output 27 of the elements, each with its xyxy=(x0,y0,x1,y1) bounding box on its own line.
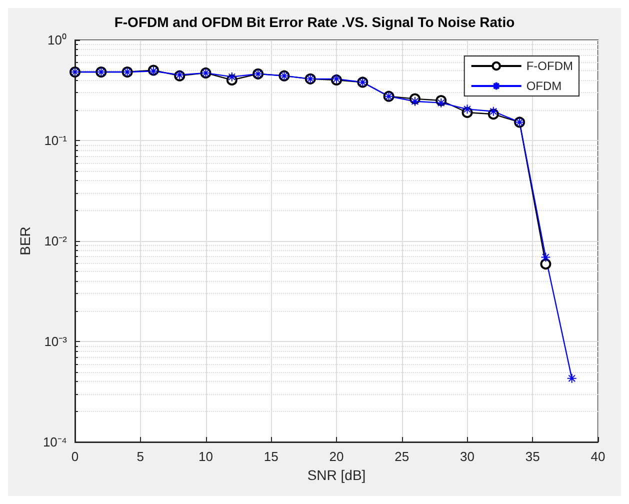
legend-label: F-OFDM xyxy=(526,59,574,73)
y-tick-label: 10⁻⁴ xyxy=(42,434,67,450)
x-tick-label: 0 xyxy=(71,449,79,464)
x-tick-label: 10 xyxy=(198,449,213,464)
x-tick-label: 35 xyxy=(525,449,540,464)
point xyxy=(540,258,552,270)
x-tick-label: 15 xyxy=(264,449,278,464)
x-tick-label: 5 xyxy=(136,449,144,464)
point xyxy=(226,72,237,82)
x-axis-title: SNR [dB] xyxy=(307,466,366,483)
y-tick-label: 10⁻¹ xyxy=(44,133,68,148)
legend-label: OFDM xyxy=(526,79,562,93)
x-tick-label: 25 xyxy=(394,449,410,464)
point xyxy=(488,106,498,116)
x-tick-label: 40 xyxy=(590,449,606,464)
point xyxy=(462,104,472,114)
point xyxy=(436,98,446,108)
y-tick-label: 10⁰ xyxy=(48,32,67,48)
y-tick-label: 10⁻³ xyxy=(44,334,68,349)
point xyxy=(540,252,551,262)
y-tick-label: 10⁻² xyxy=(44,234,68,248)
x-tick-label: 20 xyxy=(329,449,344,464)
point xyxy=(410,96,420,106)
chart-title: F-OFDM and OFDM Bit Error Rate .VS. Signal To Noise Ratio xyxy=(114,14,515,30)
point xyxy=(566,373,577,384)
x-tick-label: 30 xyxy=(460,449,474,464)
y-axis-title: BER xyxy=(17,226,34,256)
